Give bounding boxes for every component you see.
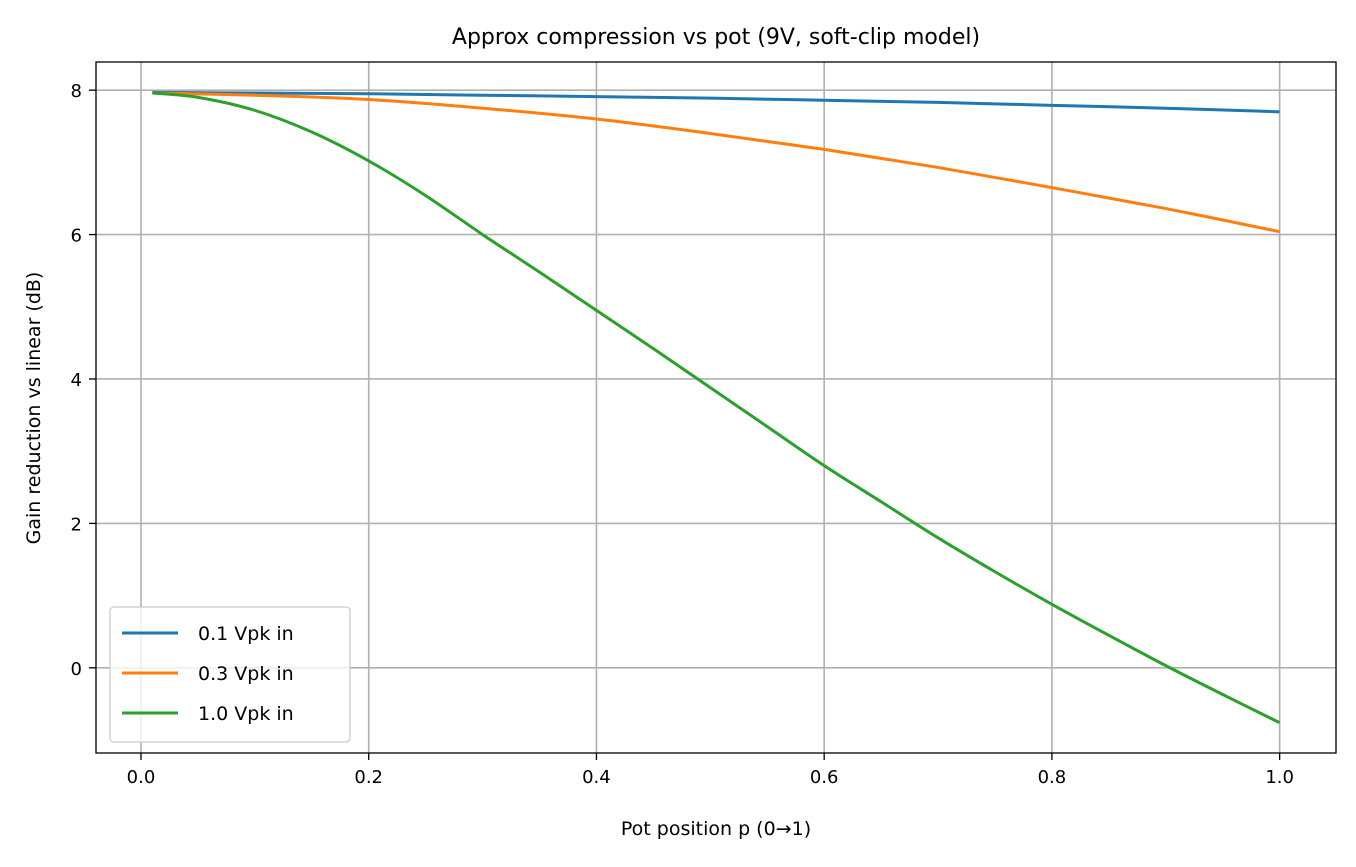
x-tick-label: 0.8	[1038, 767, 1067, 788]
series-lines	[152, 90, 1281, 725]
x-axis-label: Pot position p (0→1)	[621, 818, 811, 840]
x-tick-label: 0.0	[127, 767, 156, 788]
plot-frame	[95, 61, 1337, 754]
ticks: 0.0 0.2 0.4 0.6 0.8 1.0 0 2 4 6 8	[71, 81, 1294, 788]
x-tick-label: 0.2	[354, 767, 383, 788]
y-tick-label: 8	[71, 81, 82, 102]
x-tick-label: 0.4	[582, 767, 611, 788]
x-tick-label: 1.0	[1265, 767, 1294, 788]
series-line-2	[152, 91, 1281, 725]
legend: 0.1 Vpk in 0.3 Vpk in 1.0 Vpk in	[109, 606, 351, 743]
y-tick-label: 6	[71, 226, 82, 247]
legend-label: 1.0 Vpk in	[198, 703, 294, 725]
legend-label: 0.1 Vpk in	[198, 623, 294, 645]
legend-box	[109, 606, 351, 743]
legend-label: 0.3 Vpk in	[198, 663, 294, 685]
y-tick-label: 4	[71, 370, 82, 391]
x-tick-label: 0.6	[810, 767, 839, 788]
chart-title: Approx compression vs pot (9V, soft-clip…	[452, 25, 980, 50]
series-line-0	[152, 90, 1280, 114]
series-line-1	[152, 91, 1280, 234]
y-tick-label: 2	[71, 514, 82, 535]
y-axis-label: Gain reduction vs linear (dB)	[23, 272, 45, 545]
y-tick-label: 0	[71, 659, 82, 680]
